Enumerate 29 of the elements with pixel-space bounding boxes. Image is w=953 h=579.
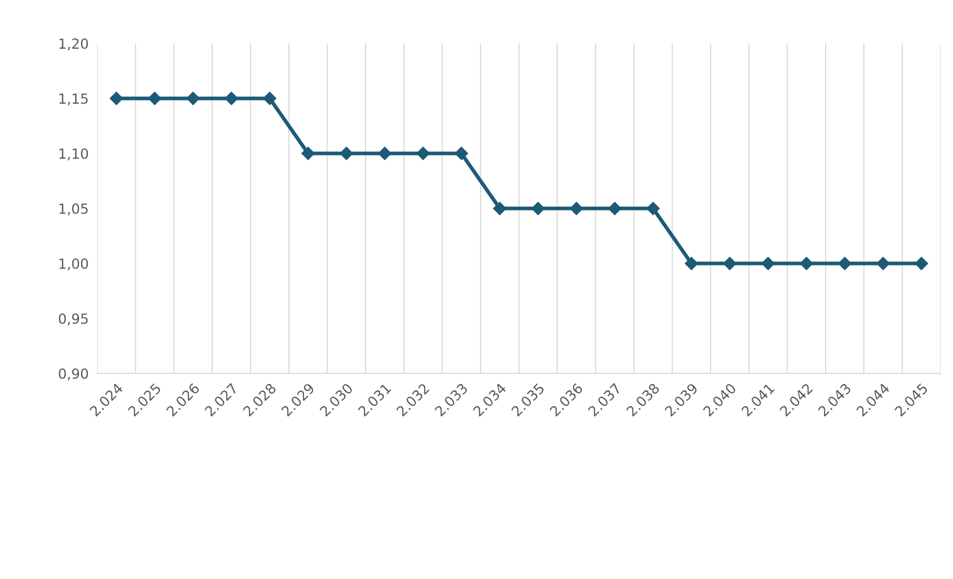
point (608, 202, 622, 216)
point (301, 146, 315, 160)
point (914, 256, 928, 270)
y-tick-label: 1,00 (59, 258, 88, 270)
point (800, 256, 814, 270)
point (148, 92, 162, 106)
point (493, 202, 506, 216)
point (876, 256, 890, 270)
point (762, 256, 775, 270)
point (263, 92, 276, 106)
point (224, 92, 238, 106)
point (454, 146, 468, 160)
y-tick-label: 0,90 (58, 368, 88, 380)
point (186, 92, 200, 106)
point (684, 256, 698, 270)
y-tick-label: 1,05 (59, 203, 88, 216)
point (646, 202, 660, 216)
point (570, 202, 583, 216)
point (723, 256, 736, 270)
point (416, 146, 430, 160)
point (838, 256, 852, 270)
point (110, 92, 123, 106)
point (340, 146, 353, 160)
point (378, 146, 392, 160)
y-tick-label: 1,15 (59, 94, 88, 106)
y-tick-label: 1,10 (59, 148, 88, 160)
y-tick-label: 0,95 (58, 313, 88, 326)
y-tick-label: 1,20 (59, 38, 88, 50)
point (531, 202, 545, 216)
